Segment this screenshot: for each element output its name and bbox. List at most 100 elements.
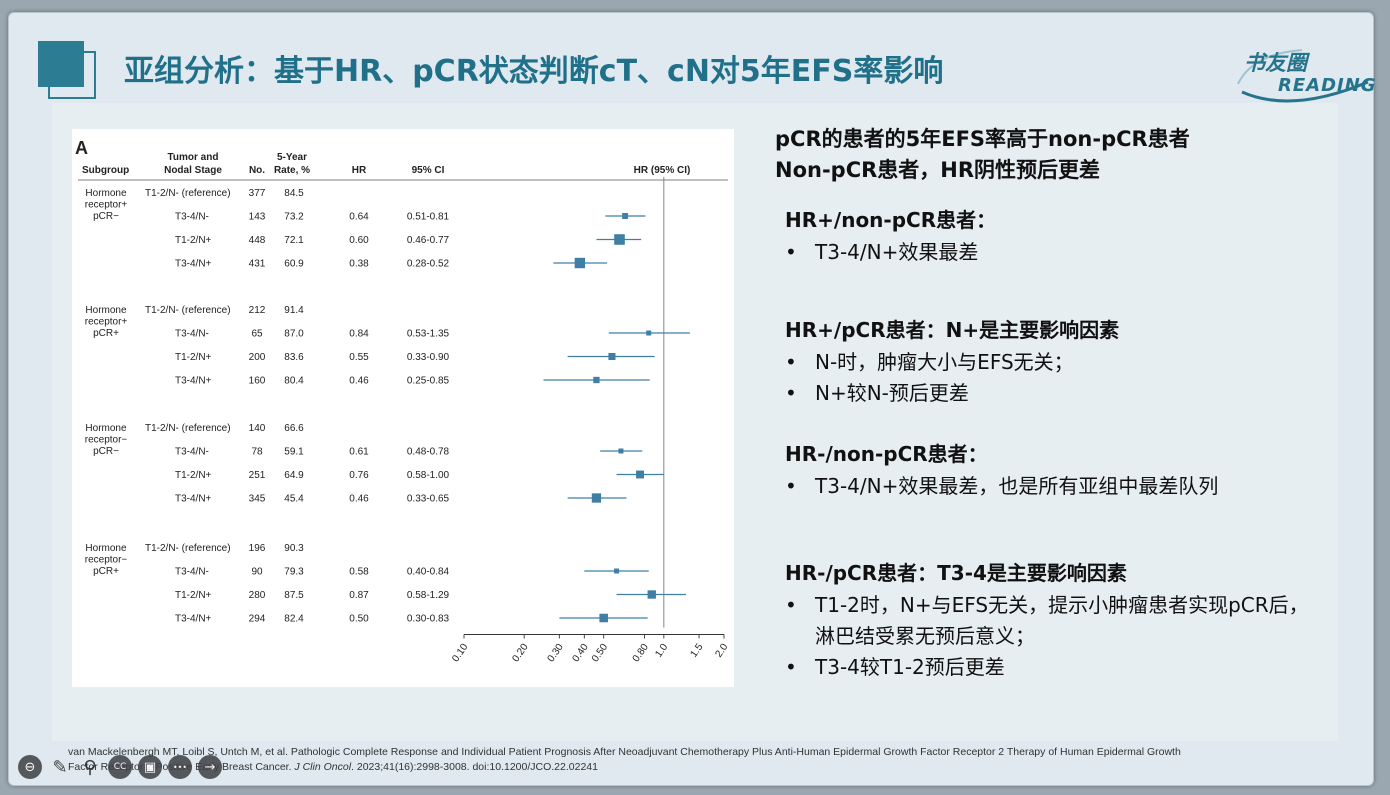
- forward-arrow-icon[interactable]: →: [198, 755, 222, 779]
- more-icon[interactable]: •••: [168, 755, 192, 779]
- title-decoration-square: [38, 41, 84, 87]
- x-tick-label: 2.0: [713, 642, 730, 660]
- hr-value: 0.64: [349, 212, 369, 223]
- stage-label: T1-2/N+: [175, 352, 212, 363]
- rate-value: 59.1: [284, 447, 304, 458]
- ci-value: 0.30-0.83: [407, 614, 450, 625]
- header-stage-2: Nodal Stage: [164, 165, 222, 176]
- logo-text-en: READING: [1278, 75, 1377, 96]
- hr-value: 0.61: [349, 447, 369, 458]
- x-tick-label: 0.40: [571, 642, 591, 665]
- bullet-dot: •: [785, 240, 797, 264]
- count-value: 448: [249, 235, 266, 246]
- section-heading: HR-/pCR患者：T3-4是主要影响因素: [785, 561, 1127, 585]
- section-hr-neg-pcr: HR-/pCR患者：T3-4是主要影响因素 • T1-2时，N+与EFS无关，提示…: [775, 557, 1325, 683]
- hr-value: 0.76: [349, 470, 369, 481]
- x-tick-label: 0.80: [631, 642, 651, 665]
- bullet-item: • T3-4较T1-2预后更差: [785, 652, 1325, 683]
- header-ci: 95% CI: [412, 165, 445, 176]
- hr-marker: [593, 376, 600, 384]
- header-rate-1: 5-Year: [277, 152, 307, 163]
- hr-marker: [647, 590, 656, 599]
- rate-value: 87.0: [284, 329, 304, 340]
- summary-line-1: pCR的患者的5年EFS率高于non-pCR患者: [775, 127, 1190, 151]
- bullet-dot: •: [785, 381, 797, 405]
- count-value: 90: [251, 567, 263, 578]
- ci-value: 0.53-1.35: [407, 329, 450, 340]
- section-hr-pos-pcr: HR+/pCR患者：N+是主要影响因素 • N-时，肿瘤大小与EFS无关； • N+…: [775, 314, 1119, 409]
- x-tick-label: 1.0: [653, 642, 670, 660]
- hr-marker: [614, 568, 620, 574]
- rate-value: 80.4: [284, 376, 304, 387]
- bullet-text: N+较N-预后更差: [815, 381, 969, 405]
- hr-value: 0.55: [349, 352, 369, 363]
- count-value: 294: [249, 614, 266, 625]
- subgroup-label: receptor+: [85, 200, 128, 211]
- bullet-item: • T1-2时，N+与EFS无关，提示小肿瘤患者实现pCR后，淋巴结受累无预后意义…: [785, 590, 1325, 652]
- rate-value: 66.6: [284, 423, 304, 434]
- header-stage-1: Tumor and: [168, 152, 219, 163]
- stage-label: T1-2/N- (reference): [145, 188, 231, 199]
- stage-label: T3-4/N+: [175, 376, 212, 387]
- section-heading: HR-/non-pCR患者：: [785, 442, 988, 466]
- hr-value: 0.38: [349, 259, 369, 270]
- stage-label: T3-4/N+: [175, 614, 212, 625]
- subgroup-label: receptor−: [85, 435, 128, 446]
- pen-icon[interactable]: ✎: [52, 756, 68, 778]
- hr-marker: [618, 448, 624, 454]
- hr-marker: [636, 470, 644, 479]
- rate-value: 82.4: [284, 614, 304, 625]
- slides-icon[interactable]: ▣: [138, 755, 162, 779]
- count-value: 251: [249, 470, 266, 481]
- rate-value: 87.5: [284, 590, 304, 601]
- panel-letter: A: [75, 138, 88, 158]
- bullet-item: • N-时，肿瘤大小与EFS无关；: [785, 347, 1119, 378]
- summary-line-2: Non-pCR患者，HR阴性预后更差: [775, 158, 1101, 182]
- citation-line-2: Factor Receptor 2-Positive Early Breast …: [68, 760, 1328, 775]
- count-value: 196: [249, 543, 266, 554]
- presentation-toolbar: ⊖ ✎ ⚲ CC ▣ ••• →: [18, 752, 222, 782]
- subgroup-label: pCR+: [93, 566, 119, 577]
- hr-marker: [599, 613, 608, 623]
- hr-value: 0.50: [349, 614, 369, 625]
- summary-panel: pCR的患者的5年EFS率高于non-pCR患者 Non-pCR患者，HR阴性预…: [775, 124, 1335, 679]
- slide-title: 亚组分析：基于HR、pCR状态判断cT、cN对5年EFS率影响: [124, 54, 944, 89]
- zoom-icon[interactable]: ⚲: [83, 756, 97, 778]
- hr-marker: [614, 234, 625, 245]
- rate-value: 79.3: [284, 567, 304, 578]
- citation-journal: J Clin Oncol: [294, 761, 352, 773]
- count-value: 345: [249, 494, 266, 505]
- stage-label: T1-2/N+: [175, 235, 212, 246]
- count-value: 200: [249, 352, 266, 363]
- rate-value: 64.9: [284, 470, 304, 481]
- stage-label: T3-4/N-: [175, 212, 209, 223]
- rate-value: 91.4: [284, 305, 304, 316]
- count-value: 431: [249, 259, 266, 270]
- header-hr-ci: HR (95% CI): [634, 165, 691, 176]
- bullet-text: N-时，肿瘤大小与EFS无关；: [815, 350, 1074, 374]
- rate-value: 72.1: [284, 235, 304, 246]
- count-value: 280: [249, 590, 266, 601]
- back-arrow-icon[interactable]: ⊖: [18, 755, 42, 779]
- header-no: No.: [249, 165, 265, 176]
- ci-value: 0.58-1.00: [407, 470, 450, 481]
- subtitles-icon[interactable]: CC: [108, 755, 132, 779]
- bullet-text: T3-4/N+效果最差，也是所有亚组中最差队列: [815, 474, 1219, 498]
- ci-value: 0.58-1.29: [407, 590, 450, 601]
- hr-marker: [591, 493, 602, 503]
- forest-plot: A Subgroup Tumor and Nodal Stage No. 5-Y…: [75, 138, 731, 665]
- citation-line-2-end: . 2023;41(16):2998-3008. doi:10.1200/JCO…: [351, 761, 598, 773]
- stage-label: T3-4/N-: [175, 567, 209, 578]
- ci-value: 0.51-0.81: [407, 212, 450, 223]
- rate-value: 60.9: [284, 259, 304, 270]
- stage-label: T3-4/N-: [175, 447, 209, 458]
- stage-label: T1-2/N+: [175, 590, 212, 601]
- header-subgroup: Subgroup: [82, 165, 129, 176]
- citation: van Mackelenbergh MT, Loibl S, Untch M, …: [68, 745, 1328, 775]
- x-tick-label: 1.5: [689, 642, 706, 660]
- header-rate-2: Rate, %: [274, 165, 310, 176]
- ci-value: 0.33-0.90: [407, 352, 450, 363]
- bullet-dot: •: [785, 655, 797, 679]
- hr-value: 0.46: [349, 494, 369, 505]
- section-hr-pos-non-pcr: HR+/non-pCR患者： • T3-4/N+效果最差: [775, 204, 996, 268]
